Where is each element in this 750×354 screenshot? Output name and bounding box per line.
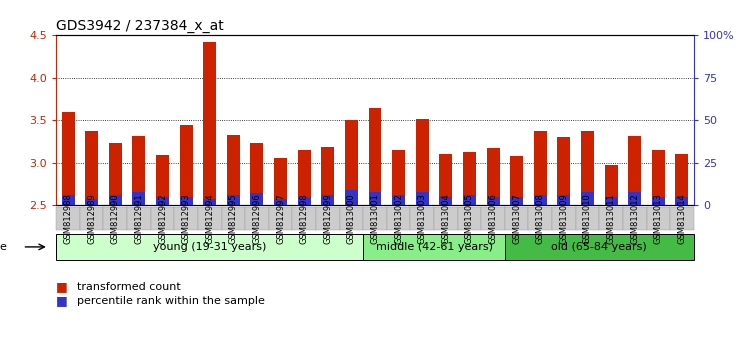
Text: GSM813005: GSM813005: [465, 193, 474, 244]
Bar: [179, 125, 193, 205]
Bar: [557, 137, 571, 205]
Bar: [463, 195, 476, 205]
Text: GSM812989: GSM812989: [87, 193, 96, 244]
Bar: [62, 112, 74, 205]
Text: ■: ■: [56, 295, 68, 307]
Bar: [534, 131, 547, 205]
Text: percentile rank within the sample: percentile rank within the sample: [77, 296, 266, 306]
Text: GSM812997: GSM812997: [276, 193, 285, 244]
Bar: [133, 192, 146, 205]
Bar: [463, 152, 476, 205]
Text: GSM813013: GSM813013: [654, 193, 663, 244]
Text: GSM813009: GSM813009: [560, 193, 568, 244]
Text: GSM813000: GSM813000: [347, 193, 356, 244]
Bar: [652, 197, 664, 205]
Bar: [368, 108, 382, 205]
Bar: [298, 197, 310, 205]
Bar: [226, 135, 240, 205]
Text: GSM813011: GSM813011: [607, 193, 616, 244]
Text: GSM812993: GSM812993: [182, 193, 190, 244]
Bar: [440, 154, 452, 205]
Text: GSM812990: GSM812990: [111, 193, 120, 244]
Bar: [156, 155, 169, 205]
Bar: [226, 195, 240, 205]
Text: GSM813014: GSM813014: [677, 193, 686, 244]
Bar: [298, 150, 310, 205]
Text: age: age: [0, 242, 8, 252]
Text: GSM813002: GSM813002: [394, 193, 403, 244]
Bar: [416, 192, 429, 205]
Text: GSM812999: GSM812999: [323, 193, 332, 244]
Bar: [368, 192, 382, 205]
Bar: [109, 195, 122, 205]
Bar: [156, 197, 169, 205]
Text: GSM812992: GSM812992: [158, 193, 167, 244]
Bar: [510, 197, 524, 205]
Bar: [676, 197, 688, 205]
Text: GSM812998: GSM812998: [300, 193, 309, 244]
Text: GSM812994: GSM812994: [206, 193, 214, 244]
Bar: [86, 131, 98, 205]
Bar: [628, 192, 641, 205]
Bar: [440, 197, 452, 205]
Text: GSM813010: GSM813010: [583, 193, 592, 244]
Bar: [251, 193, 263, 205]
Text: GSM813004: GSM813004: [441, 193, 450, 244]
Text: GSM813008: GSM813008: [536, 193, 544, 244]
Bar: [534, 195, 547, 205]
Text: transformed count: transformed count: [77, 282, 181, 292]
Text: GSM812995: GSM812995: [229, 193, 238, 244]
Text: GSM813003: GSM813003: [418, 193, 427, 244]
Bar: [604, 197, 617, 205]
Bar: [179, 197, 193, 205]
Text: GSM813006: GSM813006: [488, 193, 497, 244]
Bar: [581, 192, 594, 205]
Bar: [345, 190, 358, 205]
Bar: [652, 150, 664, 205]
Bar: [392, 195, 405, 205]
Bar: [203, 199, 216, 205]
Bar: [416, 119, 429, 205]
Text: GSM813012: GSM813012: [630, 193, 639, 244]
Bar: [628, 136, 641, 205]
Bar: [392, 150, 405, 205]
Bar: [62, 195, 74, 205]
Bar: [109, 143, 122, 205]
Bar: [557, 195, 571, 205]
Text: GSM813001: GSM813001: [370, 193, 380, 244]
Text: young (19-31 years): young (19-31 years): [153, 242, 266, 252]
Text: GSM812991: GSM812991: [134, 193, 143, 244]
Bar: [510, 156, 524, 205]
Text: old (65-84 years): old (65-84 years): [551, 242, 647, 252]
Bar: [133, 136, 146, 205]
Bar: [274, 199, 287, 205]
Bar: [86, 199, 98, 205]
Bar: [345, 120, 358, 205]
Bar: [487, 197, 500, 205]
Bar: [203, 42, 216, 205]
Text: GDS3942 / 237384_x_at: GDS3942 / 237384_x_at: [56, 19, 224, 33]
Text: GSM812988: GSM812988: [64, 193, 73, 244]
Bar: [321, 147, 334, 205]
Bar: [676, 154, 688, 205]
Text: GSM813007: GSM813007: [512, 193, 521, 244]
Bar: [487, 148, 500, 205]
Text: ■: ■: [56, 280, 68, 293]
Bar: [321, 195, 334, 205]
Bar: [274, 158, 287, 205]
Bar: [604, 165, 617, 205]
Text: GSM812996: GSM812996: [253, 193, 262, 244]
Bar: [251, 143, 263, 205]
Text: middle (42-61 years): middle (42-61 years): [376, 242, 493, 252]
Bar: [581, 131, 594, 205]
